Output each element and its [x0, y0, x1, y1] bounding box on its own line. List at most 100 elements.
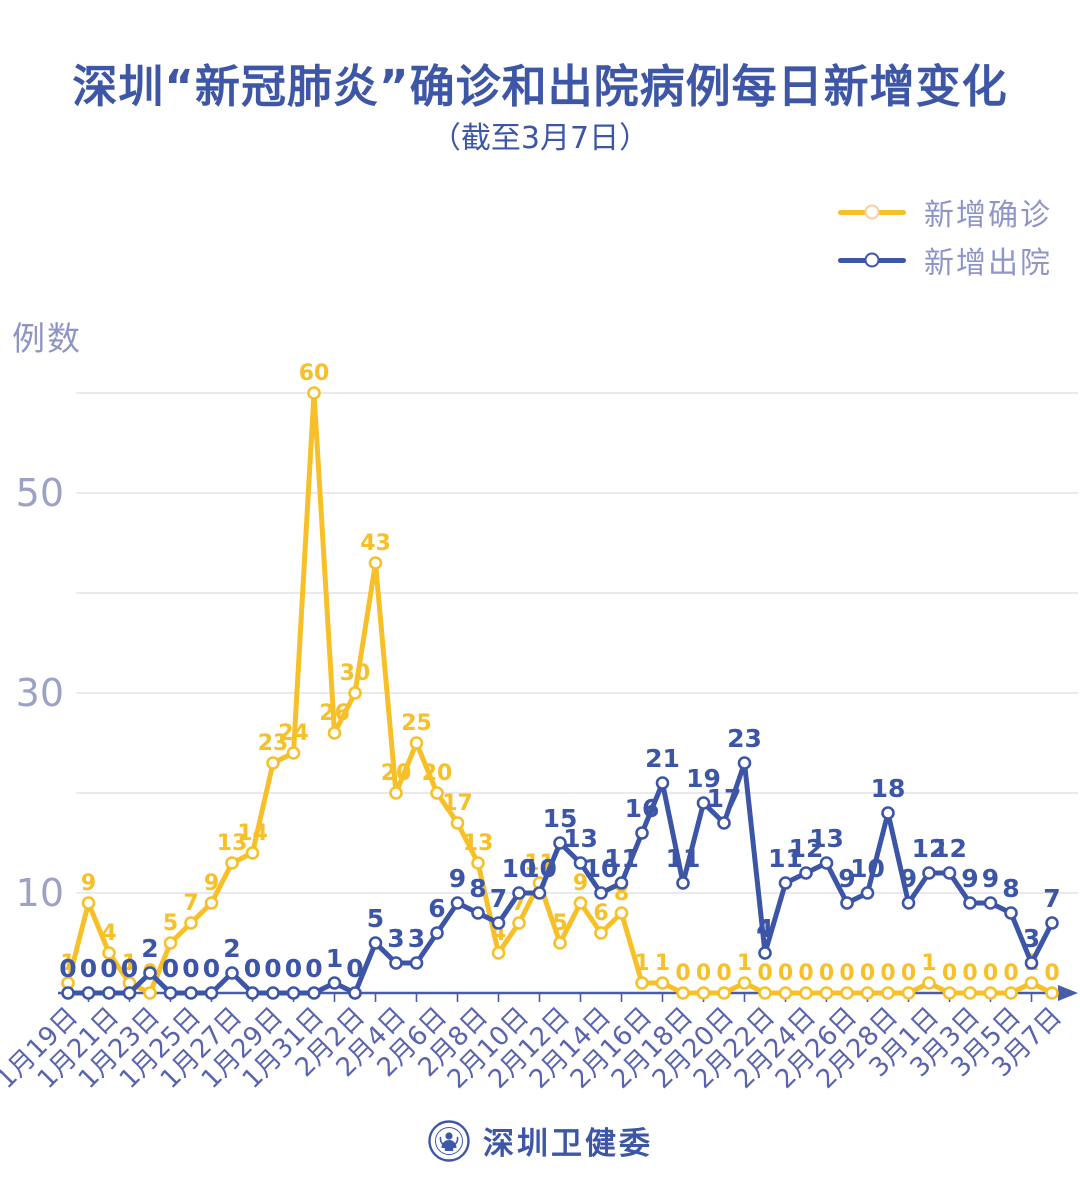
discharged-point: [737, 756, 752, 770]
chart-title: 深圳“新冠肺炎”确诊和出院病例每日新增变化: [72, 60, 1008, 113]
discharged-point-label: 0: [162, 954, 179, 983]
confirmed-point-label: 25: [401, 711, 432, 736]
discharged-point: [327, 976, 342, 990]
y-tick-label: 30: [16, 671, 64, 715]
discharged-point: [307, 986, 321, 1000]
confirmed-point: [348, 686, 362, 700]
confirmed-point: [184, 916, 198, 930]
discharged-point-label: 12: [912, 834, 947, 863]
legend-label-confirmed: 新增确诊: [924, 198, 1052, 233]
confirmed-point: [225, 856, 239, 870]
discharged-point: [696, 796, 711, 810]
discharged-point: [512, 886, 526, 900]
discharged-point: [286, 986, 301, 1000]
discharged-point: [430, 926, 444, 940]
discharged-point-label: 11: [604, 844, 639, 873]
confirmed-point-label: 0: [757, 961, 772, 986]
discharged-point: [881, 806, 895, 820]
confirmed-point: [840, 986, 854, 1000]
discharged-point-label: 0: [100, 954, 117, 983]
discharged-point-label: 0: [346, 954, 363, 983]
discharged-point: [778, 876, 793, 890]
y-tick-label: 50: [16, 471, 64, 515]
confirmed-point-label: 1: [921, 951, 936, 976]
confirmed-point: [819, 986, 834, 1000]
discharged-point-label: 9: [838, 864, 855, 893]
discharged-line-swatch: [838, 252, 906, 268]
discharged-point: [184, 986, 198, 1000]
confirmed-point-label: 0: [1003, 961, 1018, 986]
discharged-point-label: 9: [449, 864, 466, 893]
discharged-point-label: 9: [961, 864, 978, 893]
confirmed-point-label: 0: [716, 961, 731, 986]
confirmed-point: [286, 746, 301, 760]
discharged-point-label: 0: [59, 954, 76, 983]
discharged-point-label: 23: [727, 724, 762, 753]
legend: 新增确诊 新增出院: [838, 190, 1052, 282]
confirmed-point: [922, 976, 936, 990]
discharged-point: [635, 826, 649, 840]
confirmed-point: [696, 986, 711, 1000]
discharged-point: [860, 886, 875, 900]
confirmed-point-label: 0: [942, 961, 957, 986]
confirmed-point-label: 60: [299, 361, 330, 386]
discharged-point-label: 18: [871, 774, 906, 803]
confirmed-point-label: 0: [880, 961, 895, 986]
discharged-point-label: 9: [982, 864, 999, 893]
discharged-point: [922, 866, 936, 880]
confirmed-point-label: 43: [360, 531, 391, 556]
discharged-point-label: 13: [809, 824, 844, 853]
discharged-point-label: 16: [625, 794, 660, 823]
confirmed-point: [327, 726, 342, 740]
confirmed-point-label: 1: [737, 951, 752, 976]
discharged-point: [594, 886, 608, 900]
confirmed-point: [143, 986, 157, 1000]
discharged-point-label: 6: [428, 894, 445, 923]
confirmed-point-label: 0: [675, 961, 690, 986]
discharged-point: [368, 936, 383, 950]
confirmed-point-label: 5: [163, 911, 178, 936]
confirmed-point-label: 5: [552, 911, 567, 936]
discharged-point: [758, 946, 772, 960]
confirmed-point: [655, 976, 670, 990]
discharged-point: [409, 956, 424, 970]
discharged-point: [122, 986, 137, 1000]
discharged-point: [348, 986, 362, 1000]
discharged-point: [143, 966, 157, 980]
discharged-point-label: 12: [789, 834, 824, 863]
discharged-point-label: 10: [502, 854, 537, 883]
confirmed-point: [614, 906, 629, 920]
discharged-point: [983, 896, 998, 910]
confirmed-point: [1004, 986, 1018, 1000]
confirmed-point: [881, 986, 895, 1000]
x-axis-arrow-icon: [1058, 985, 1078, 1001]
discharged-point-label: 9: [900, 864, 917, 893]
confirmed-point: [81, 896, 96, 910]
confirmed-point: [963, 986, 977, 1000]
discharged-point-label: 0: [305, 954, 322, 983]
discharged-point-label: 8: [469, 874, 486, 903]
discharged-point-label: 3: [1023, 924, 1040, 953]
confirmed-point-label: 0: [778, 961, 793, 986]
confirmed-point-label: 26: [319, 701, 350, 726]
footer: 深圳卫健委: [0, 1118, 1080, 1163]
discharged-point-label: 11: [768, 844, 803, 873]
confirmed-point-label: 0: [696, 961, 711, 986]
y-axis-label: 例数: [12, 319, 82, 358]
confirmed-point: [594, 926, 608, 940]
confirmed-point: [573, 896, 588, 910]
legend-item-discharged: 新增出院: [838, 238, 1052, 282]
confirmed-point-label: 0: [962, 961, 977, 986]
confirmed-point: [368, 556, 383, 570]
confirmed-point-label: 14: [237, 821, 268, 846]
confirmed-point-label: 9: [204, 871, 219, 896]
discharged-point-label: 10: [584, 854, 619, 883]
legend-label-discharged: 新增出院: [924, 246, 1052, 281]
discharged-point-label: 0: [244, 954, 261, 983]
discharged-point-label: 10: [522, 854, 557, 883]
confirmed-point: [491, 946, 506, 960]
confirmed-point: [860, 986, 875, 1000]
discharged-point: [204, 986, 219, 1000]
legend-item-confirmed: 新增确诊: [838, 190, 1052, 234]
